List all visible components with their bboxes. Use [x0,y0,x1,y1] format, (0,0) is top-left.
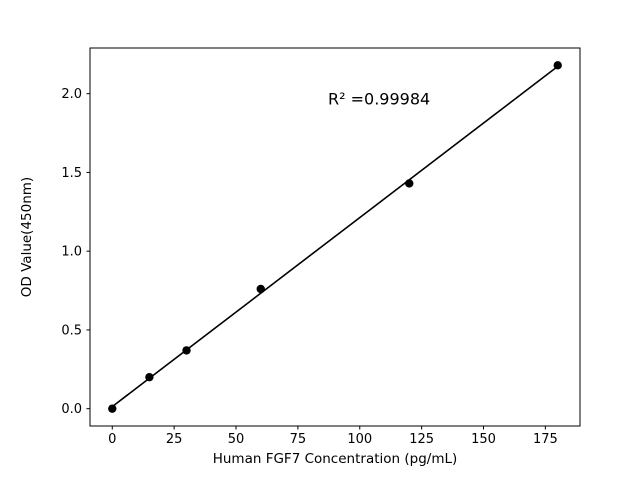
r-squared-annotation: R² =0.99984 [328,90,430,109]
data-point [553,61,562,70]
data-point [256,284,265,294]
x-tick-label: 150 [471,432,496,447]
x-tick-label: 0 [108,432,116,447]
x-tick-label: 75 [290,432,307,447]
y-tick-label: 0.0 [61,402,82,417]
plot-frame [89,47,581,427]
data-point [182,346,191,355]
data-point [145,372,154,382]
x-tick-label: 25 [166,432,183,447]
y-tick-label: 1.5 [61,166,82,181]
x-axis-label: Human FGF7 Concentration (pg/mL) [213,451,458,467]
y-tick-label: 2.0 [61,87,82,102]
data-point [108,404,117,413]
y-tick-label: 1.0 [61,245,82,260]
x-tick-label: 50 [228,432,245,447]
y-axis-label: OD Value(450nm) [19,177,35,297]
x-tick-label: 125 [409,432,434,447]
data-point [405,179,414,188]
trend-line [111,65,559,408]
x-tick-label: 175 [533,432,558,447]
x-tick-label: 100 [347,432,372,447]
y-tick-label: 0.5 [61,323,82,338]
